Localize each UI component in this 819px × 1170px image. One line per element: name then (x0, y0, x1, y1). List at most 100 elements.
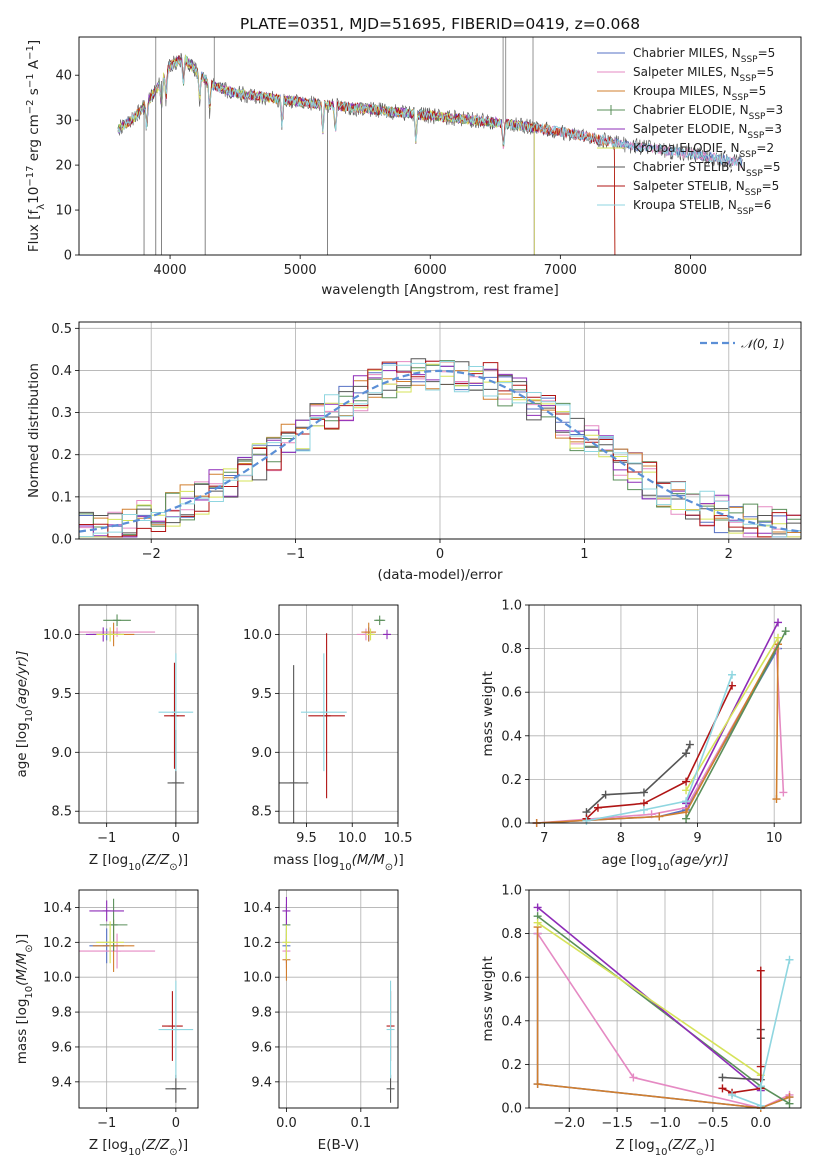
residual-histogram (79, 361, 801, 539)
weight-series-line (685, 637, 779, 791)
axes-frame (278, 604, 399, 824)
y-tick-label: 9.0 (251, 746, 272, 761)
y-axis-label: Normed distribution (26, 363, 42, 498)
x-axis-label: (data-model)/error (377, 567, 503, 583)
axes-frame (78, 604, 199, 824)
y-tick-label: 0.2 (51, 448, 72, 463)
x-tick-label: 7000 (544, 263, 577, 278)
y-tick-label: 10.0 (43, 628, 72, 643)
spectrum-model-line (117, 55, 535, 255)
weight-series-line (536, 933, 790, 1108)
x-tick-label: 8 (617, 831, 625, 846)
y-tick-label: 0.0 (501, 817, 522, 832)
x-tick-label: 5000 (284, 263, 317, 278)
weight-point (639, 788, 648, 797)
legend-entry-label: Salpeter ELODIE, NSSP=3 (633, 122, 782, 141)
x-axis-label: wavelength [Angstrom, rest frame] (321, 282, 559, 298)
y-tick-label: 0.6 (501, 971, 522, 986)
y-tick-label: 40 (55, 69, 72, 84)
y-tick-label: 0.6 (501, 686, 522, 701)
x-tick-label: 4000 (154, 263, 187, 278)
x-tick-label: 0 (172, 1116, 180, 1131)
x-tick-label: 1 (580, 547, 588, 562)
weight-point (781, 627, 790, 636)
x-axis-label: age [log10(age/yr)] (601, 852, 728, 873)
y-tick-label: 0.5 (51, 322, 72, 337)
x-tick-label: 0 (436, 547, 444, 562)
weight-series-line (586, 674, 733, 822)
spectrum-model-line (117, 54, 535, 255)
x-axis-label: mass [log10(M/M⊙)] (273, 852, 403, 873)
weight-point (682, 797, 691, 806)
weight-series-line (536, 927, 790, 1108)
weight-point (629, 1073, 638, 1082)
x-axis-label: Z [log10(Z/Z⊙)] (89, 852, 188, 873)
legend-entry-label: Kroupa ELODIE, NSSP=2 (633, 141, 774, 160)
y-tick-label: 10.0 (43, 971, 72, 986)
x-axis-label: Z [log10(Z/Z⊙)] (615, 1137, 714, 1158)
weight-point (728, 1090, 737, 1099)
y-tick-label: 10.0 (243, 628, 272, 643)
y-axis-label: mass weight (480, 671, 496, 756)
legend-entry-label: Kroupa STELIB, NSSP=6 (633, 198, 771, 217)
x-tick-label: 0 (172, 831, 180, 846)
y-tick-label: 9.4 (251, 1075, 272, 1090)
y-tick-label: 0.4 (51, 364, 72, 379)
figure-title: PLATE=0351, MJD=51695, FIBERID=0419, z=0… (240, 15, 640, 33)
weight-point (756, 1062, 765, 1071)
y-tick-label: 0.3 (51, 406, 72, 421)
weight-point (682, 749, 691, 758)
weight-point (582, 816, 591, 825)
weight-point (756, 1082, 765, 1091)
weight-point (785, 955, 794, 964)
y-axis-label: mass weight (480, 956, 496, 1041)
axes-frame (528, 604, 802, 824)
y-tick-label: 9.5 (51, 687, 72, 702)
y-tick-label: 9.4 (51, 1075, 72, 1090)
y-tick-label: 8.5 (51, 805, 72, 820)
weight-point (682, 786, 691, 795)
y-tick-label: 10 (55, 204, 72, 219)
weight-point (774, 633, 783, 642)
x-tick-label: 0.0 (750, 1116, 771, 1131)
x-tick-label: 10.5 (384, 831, 413, 846)
weight-point (655, 812, 664, 821)
legend-entry-label: Chabrier STELIB, NSSP=5 (633, 160, 781, 179)
x-tick-label: −1.0 (649, 1116, 681, 1131)
y-tick-label: 9.8 (51, 1006, 72, 1021)
y-tick-label: 0.2 (501, 773, 522, 788)
y-axis-label: age [log10(age/yr)] (14, 650, 35, 777)
gaussian-legend-label: 𝒩(0, 1) (741, 337, 785, 351)
weight-point (718, 1084, 727, 1093)
weight-series-line (685, 630, 787, 819)
weight-point (718, 1073, 727, 1082)
x-tick-label: 7 (540, 831, 548, 846)
spectrum-panel: 4000 5000 6000 7000 8000 0 10 20 30 40 wavelength … (25, 36, 802, 298)
y-tick-label: 10.2 (243, 936, 272, 951)
y-tick-label: 1.0 (501, 884, 522, 899)
y-tick-label: 0.0 (51, 533, 72, 548)
y-tick-label: 10.4 (243, 901, 272, 916)
x-axis-label: E(B-V) (318, 1137, 360, 1153)
spectrum-model-line (117, 56, 616, 255)
weight-series-line (731, 959, 791, 1107)
y-tick-label: 0.4 (501, 1014, 522, 1029)
weight-point (728, 670, 737, 679)
x-tick-label: −1 (286, 547, 305, 562)
y-axis-label: Flux [fλ10−17 erg cm−2 s−1 A−1] (25, 40, 47, 252)
y-axis-label: mass [log10(M/M⊙)] (14, 934, 35, 1064)
weight-point (533, 918, 542, 927)
y-tick-label: 0.8 (501, 642, 522, 657)
age-vs-metallicity-panel: −1 0 8.5 9.0 9.5 10.0 Z [log10(Z/Z⊙)] age [log1… (14, 604, 199, 873)
weight-point (785, 1099, 794, 1108)
x-tick-label: −1 (97, 1116, 116, 1131)
weight-point (533, 1080, 542, 1089)
legend-entry-label: Salpeter MILES, NSSP=5 (633, 65, 774, 84)
weight-point (756, 966, 765, 975)
y-tick-label: 10.0 (243, 971, 272, 986)
y-tick-label: 10.2 (43, 936, 72, 951)
x-tick-label: 10.0 (338, 831, 367, 846)
spectrum-model-line (117, 55, 535, 255)
y-tick-label: 0.0 (501, 1102, 522, 1117)
